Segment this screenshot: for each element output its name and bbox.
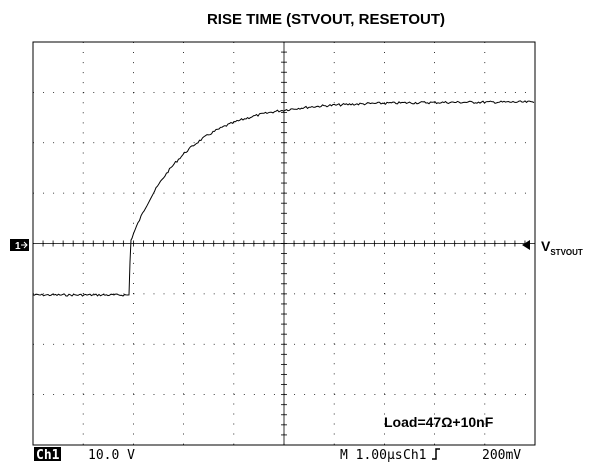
signal-subscript: STVOUT [550,248,583,257]
signal-main: V [541,238,551,254]
signal-label: VSTVOUT [541,238,583,257]
channel: Ch1 [36,448,60,463]
volts-per-div: 10.0 V [88,448,135,463]
waveform-trace [32,100,535,297]
marker-arrow [21,241,28,249]
channel-box [34,447,61,461]
trigger-edge-icon [432,448,440,460]
load-annotation: Load=47Ω+10nF [384,414,494,430]
screen-border [32,41,536,446]
graticule [32,41,536,446]
trigger-source: Ch1 [403,448,426,463]
trigger-level: 200mV [482,448,521,463]
channel-marker: 1 [15,241,21,252]
title: RISE TIME (STVOUT, RESETOUT) [207,11,445,28]
timebase: M 1.00µs [340,448,403,463]
level-arrow [522,240,530,250]
